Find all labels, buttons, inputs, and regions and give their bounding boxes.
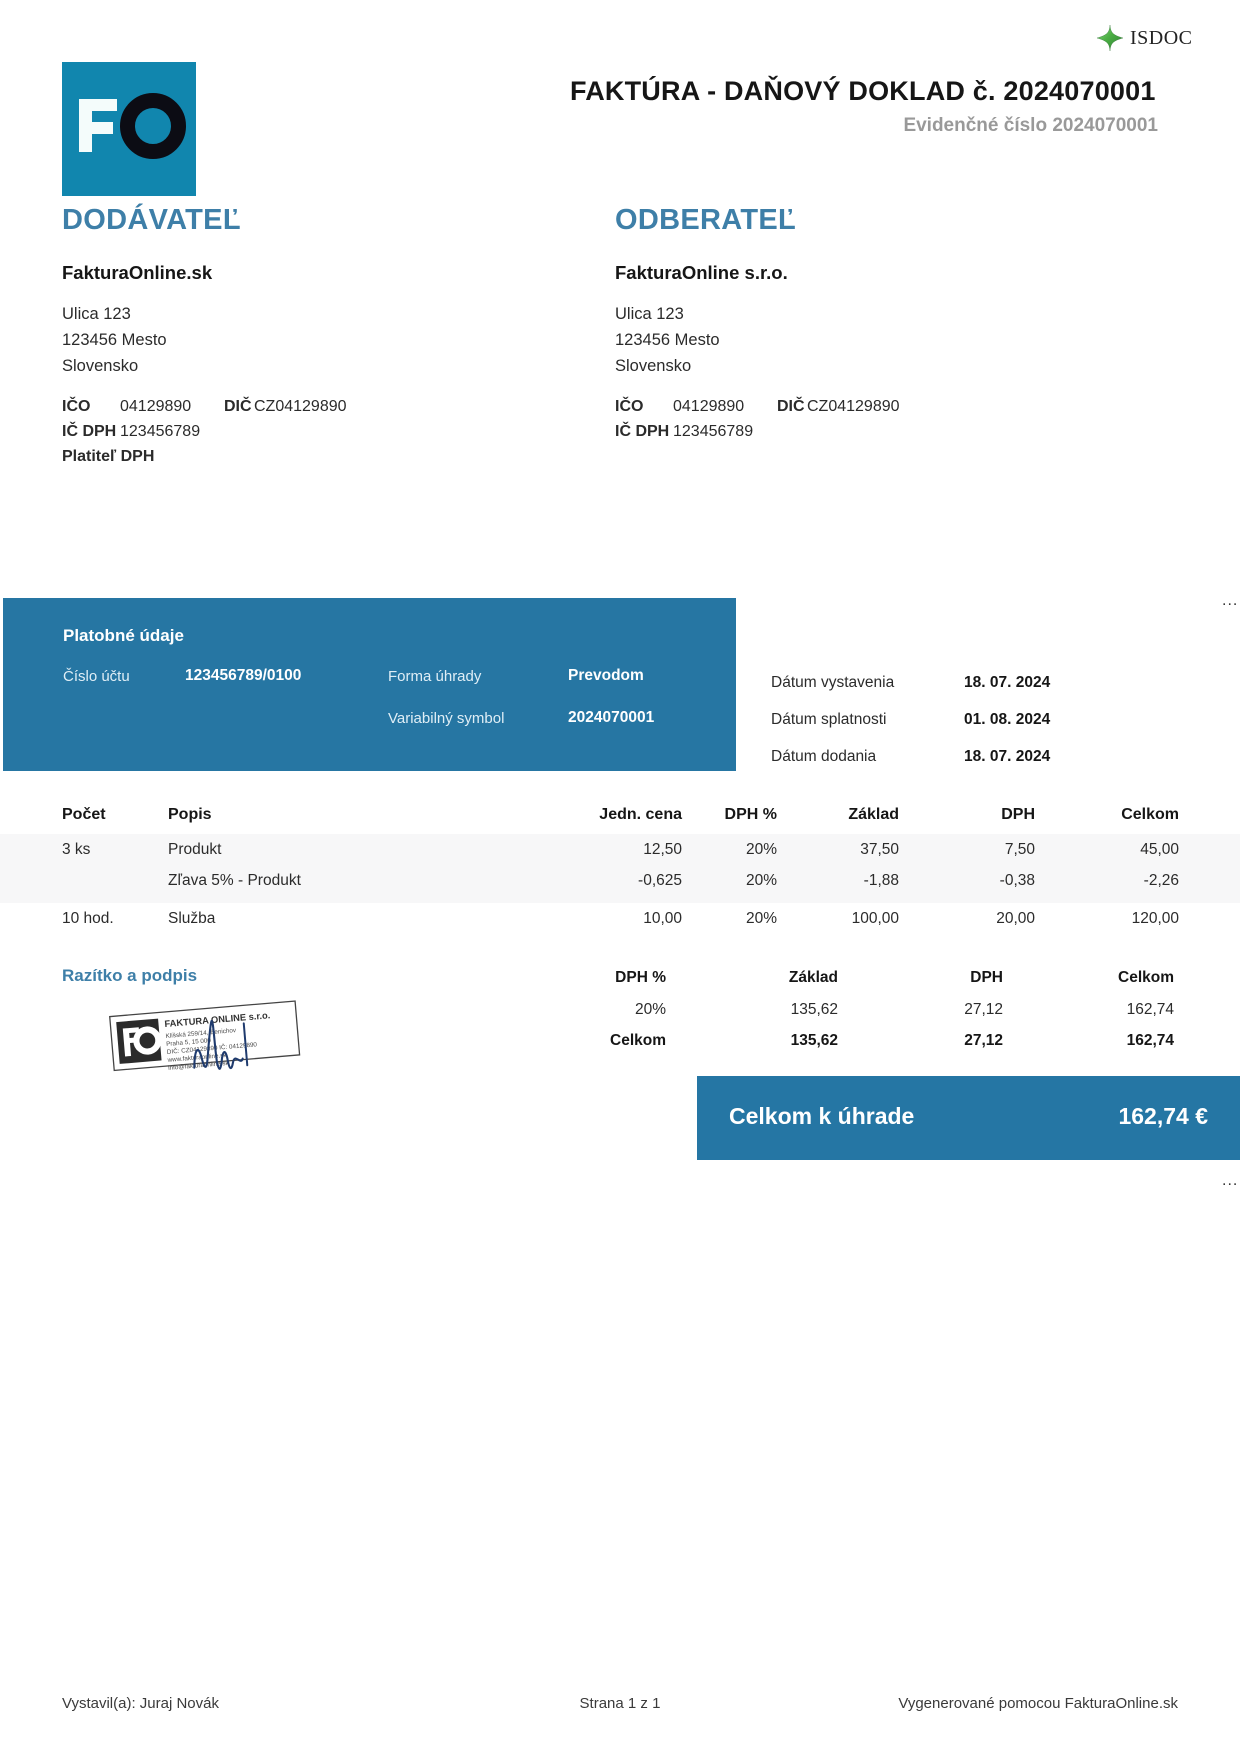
svg-text:FAKTURA ONLINE s.r.o.: FAKTURA ONLINE s.r.o. — [164, 1010, 271, 1029]
